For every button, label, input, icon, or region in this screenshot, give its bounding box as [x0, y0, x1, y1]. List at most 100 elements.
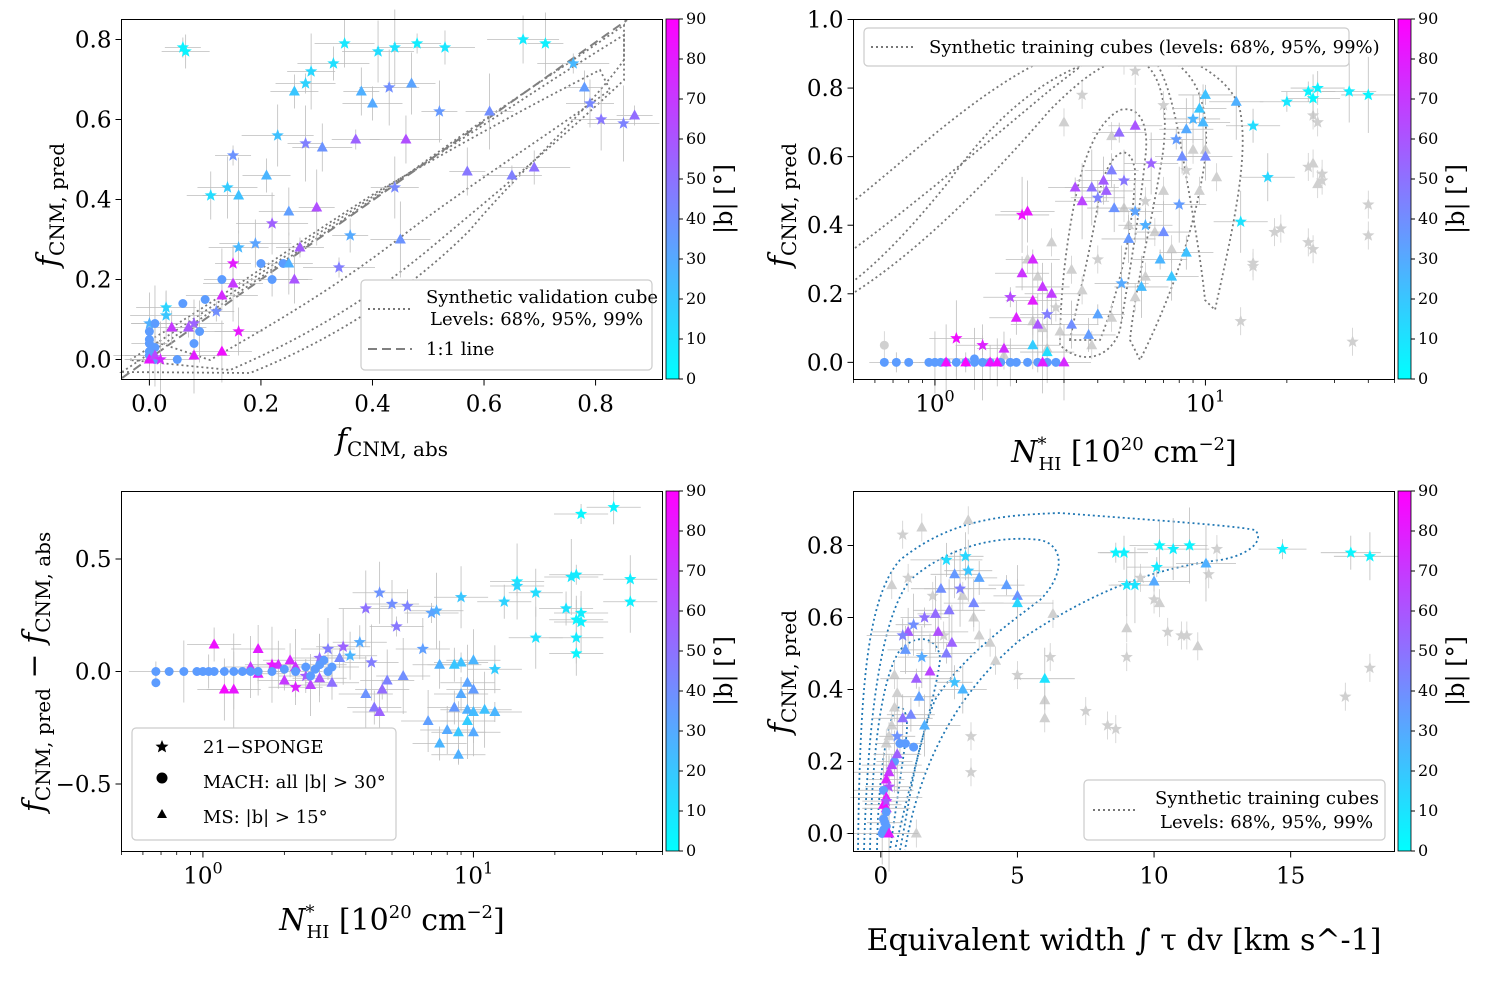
grey-data-point: [1210, 542, 1224, 555]
colorbar-tick-label: 90: [1418, 481, 1438, 500]
colorbar-tick-label: 60: [686, 129, 706, 148]
grey-data-point: [1075, 88, 1089, 101]
grey-data-point: [1193, 184, 1205, 195]
data-point: [178, 299, 188, 308]
data-point: [913, 690, 925, 701]
data-point: [381, 674, 393, 685]
grey-data-point: [1312, 178, 1324, 189]
colorbar-tick-label: 0: [1418, 369, 1428, 388]
data-point: [506, 169, 518, 180]
data-point: [1117, 174, 1131, 186]
data-point: [516, 33, 530, 45]
data-point: [217, 275, 227, 284]
data-point: [267, 667, 277, 676]
grey-data-point: [1076, 284, 1088, 295]
data-point: [252, 643, 264, 653]
one-to-one-line: [121, 19, 628, 379]
grey-data-point: [880, 737, 892, 748]
legend-label-one-to-one: 1:1 line: [426, 339, 494, 360]
data-point: [327, 662, 337, 672]
grey-data-point: [1121, 622, 1133, 633]
y-axis-label: fCNM, pred: [763, 610, 801, 736]
data-point: [195, 327, 205, 336]
data-point: [267, 275, 277, 284]
x-tick-label: 0.0: [131, 392, 168, 418]
data-point: [265, 217, 279, 229]
data-point: [1032, 318, 1044, 329]
data-point: [935, 582, 947, 593]
data-point: [1027, 339, 1039, 350]
data-point: [200, 295, 210, 304]
colorbar-tick-label: 30: [686, 249, 706, 268]
data-point: [915, 650, 928, 663]
data-point: [940, 647, 952, 658]
y-tick-label: 0.2: [807, 282, 844, 308]
data-point: [1011, 597, 1023, 608]
data-point: [434, 658, 446, 669]
data-point: [452, 726, 464, 737]
y-tick-label: 0.4: [75, 188, 112, 214]
data-point: [570, 568, 583, 580]
grey-data-point: [973, 629, 985, 640]
data-point: [1280, 95, 1293, 107]
data-point: [940, 553, 953, 566]
data-point: [978, 357, 988, 367]
data-point: [905, 708, 917, 719]
data-point: [1027, 253, 1039, 264]
data-point: [1091, 191, 1104, 203]
data-point: [529, 586, 542, 598]
colorbar-tick-label: 50: [686, 641, 706, 660]
y-tick-label: 0.0: [807, 822, 844, 848]
data-point: [319, 655, 329, 665]
data-point: [940, 356, 952, 367]
colorbar-tick-label: 70: [1418, 89, 1438, 108]
grey-data-point: [1157, 98, 1170, 111]
data-point: [1199, 150, 1211, 161]
colorbar-tick-label: 20: [1418, 761, 1438, 780]
colorbar: [1397, 490, 1412, 852]
data-point: [249, 237, 262, 249]
data-point: [624, 595, 637, 607]
data-point: [953, 582, 967, 594]
data-point: [629, 109, 641, 120]
data-point: [376, 683, 388, 694]
data-point: [350, 133, 362, 144]
colorbar: [665, 490, 680, 852]
data-point: [279, 664, 289, 674]
data-point: [344, 229, 357, 241]
grey-data-point: [964, 765, 978, 778]
data-point: [617, 117, 630, 129]
data-point: [583, 97, 597, 109]
data-point: [950, 331, 963, 344]
legend-label-mach: MACH: all |b| > 30°: [203, 772, 386, 793]
data-point: [484, 105, 496, 116]
data-point: [528, 161, 540, 172]
y-tick-label: 0.8: [75, 28, 112, 54]
data-point: [1183, 539, 1196, 551]
colorbar-tick-label: 40: [1418, 681, 1438, 700]
data-point: [891, 729, 904, 742]
data-point: [204, 189, 217, 201]
data-point: [567, 57, 580, 69]
grey-data-point: [1032, 270, 1044, 281]
panel-fpred-vs-ew: 0 5 10 15 0.0 0.2 0.4 0.6 0.8 Equivalent width ∫…: [763, 481, 1471, 958]
data-point: [314, 672, 326, 683]
data-point: [1186, 112, 1200, 125]
data-point: [467, 683, 479, 694]
data-point: [305, 679, 317, 689]
data-point: [365, 656, 378, 668]
data-point: [960, 356, 972, 367]
x-tick-label: 10: [1139, 864, 1168, 890]
colorbar-tick-label: 30: [1418, 721, 1438, 740]
colorbar: [1397, 18, 1412, 380]
x-tick-label: 100: [915, 387, 954, 418]
data-point: [529, 631, 542, 643]
data-point: [154, 353, 167, 365]
data-point: [1139, 218, 1152, 231]
x-axis-label: N* HI [1020 cm−2]: [278, 902, 504, 943]
colorbar: [665, 18, 680, 380]
colorbar-tick-label: 20: [686, 761, 706, 780]
data-point: [1153, 539, 1166, 551]
data-point: [383, 81, 396, 93]
grey-data-point: [1054, 325, 1066, 336]
